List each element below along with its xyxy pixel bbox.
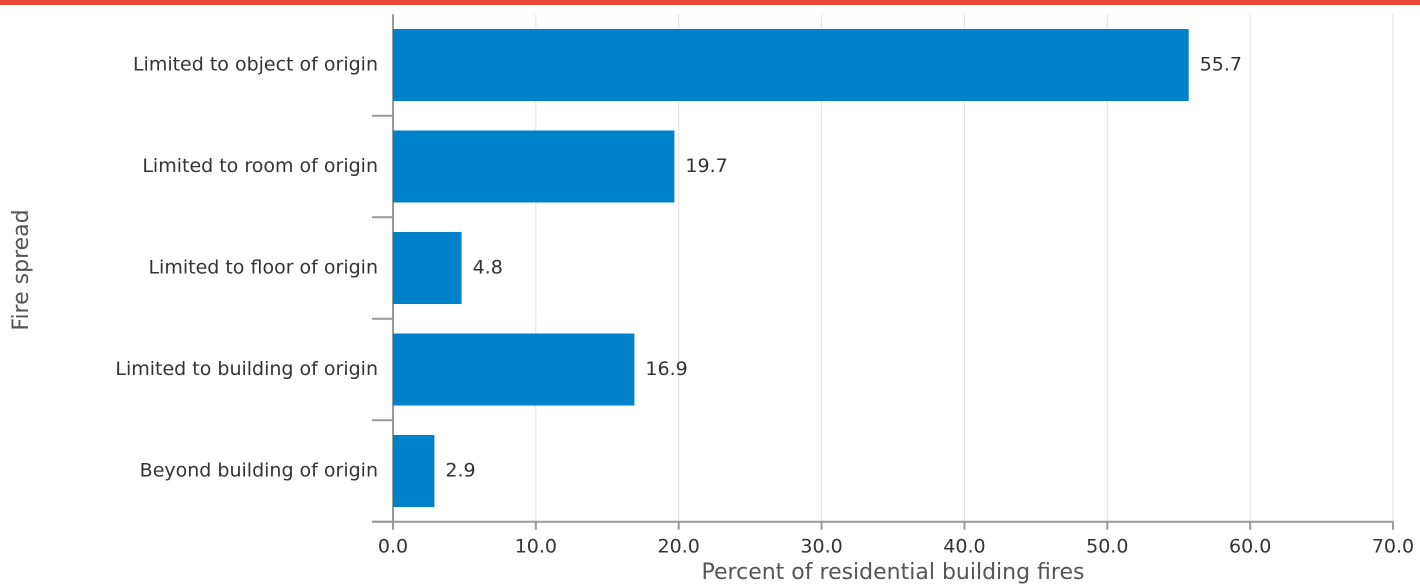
bar [393,29,1189,101]
x-tick-label: 40.0 [943,535,985,557]
bar [393,232,462,304]
y-tick-label: Beyond building of origin [140,460,378,482]
y-axis-title: Fire spread [9,209,34,330]
data-label: 2.9 [445,460,475,482]
y-tick-label: Limited to room of origin [142,155,378,177]
top-strip [0,0,1420,5]
data-label: 16.9 [645,358,687,380]
x-tick-label: 70.0 [1372,535,1414,557]
y-tick-label: Limited to floor of origin [148,257,378,279]
y-tick-label: Limited to object of origin [133,54,378,76]
x-tick-label: 60.0 [1229,535,1271,557]
data-label: 55.7 [1200,54,1242,76]
x-tick-label: 20.0 [658,535,700,557]
x-tick-label: 50.0 [1086,535,1128,557]
bar [393,435,435,507]
y-tick-label: Limited to building of origin [115,358,378,380]
x-tick-label: 10.0 [515,535,557,557]
data-label: 19.7 [685,155,727,177]
x-tick-label: 30.0 [800,535,842,557]
x-tick-label: 0.0 [378,535,408,557]
x-axis-title: Percent of residential building fires [702,560,1085,585]
bar [393,130,675,203]
data-label: 4.8 [473,257,503,279]
bar [393,333,635,406]
